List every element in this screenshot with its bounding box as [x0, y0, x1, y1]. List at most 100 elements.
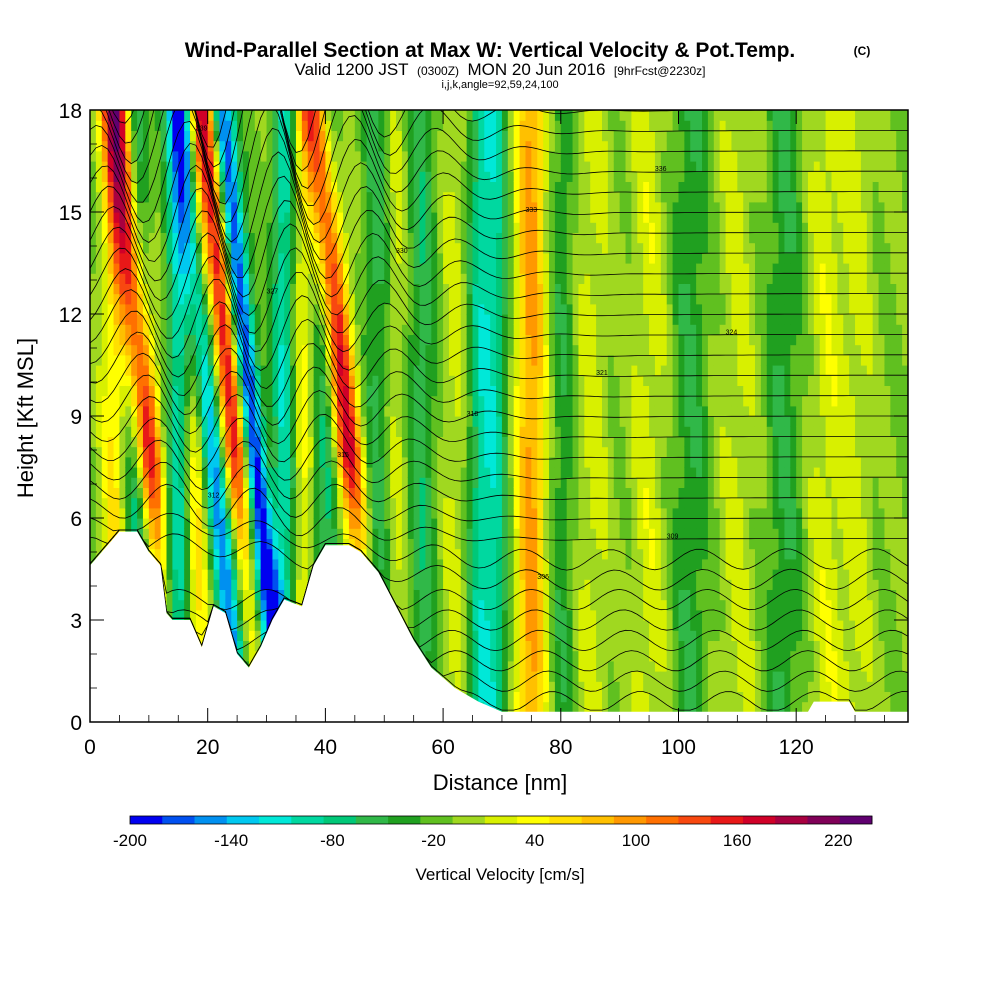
heatmap-cell [554, 161, 562, 172]
heatmap-cell [372, 416, 379, 427]
heatmap-cell [148, 161, 156, 172]
heatmap-cell [472, 273, 479, 284]
heatmap-cell [443, 487, 450, 499]
heatmap-cell [531, 507, 538, 519]
heatmap-cell [184, 569, 191, 580]
heatmap-cell [413, 446, 421, 458]
heatmap-cell [401, 130, 409, 142]
heatmap-cell [549, 242, 556, 254]
heatmap-cell [360, 191, 368, 203]
heatmap-cell [443, 538, 450, 550]
heatmap-cell [496, 232, 503, 244]
heatmap-cell [131, 191, 138, 203]
heatmap-cell [354, 110, 362, 121]
heatmap-cell [131, 314, 138, 325]
heatmap-cell [178, 579, 185, 590]
heatmap-cell [525, 477, 532, 488]
heatmap-cell [460, 416, 468, 427]
heatmap-cell [472, 120, 479, 131]
heatmap-cell [437, 293, 444, 305]
heatmap-cell [154, 497, 162, 509]
heatmap-cell [437, 365, 444, 376]
heatmap-cell [478, 507, 485, 519]
heatmap-cell [201, 467, 209, 478]
heatmap-cell [566, 334, 574, 346]
heatmap-cell [243, 528, 250, 539]
heatmap-cell [248, 467, 256, 478]
heatmap-cell [201, 130, 209, 142]
heatmap-cell [284, 416, 291, 427]
heatmap-cell [396, 456, 403, 468]
heatmap-cell [460, 303, 468, 315]
heatmap-cell [472, 569, 479, 580]
heatmap-cell [148, 181, 156, 193]
heatmap-cell [472, 660, 479, 672]
heatmap-cell [148, 344, 156, 356]
heatmap-cell [243, 446, 250, 458]
heatmap-cell [272, 130, 279, 142]
heatmap-cell [178, 263, 185, 274]
heatmap-cell [125, 263, 132, 274]
heatmap-cell [560, 150, 568, 162]
heatmap-cell [454, 640, 462, 652]
heatmap-cell [501, 548, 509, 560]
heatmap-cell [325, 467, 332, 478]
subtitle-zulu: (0300Z) [417, 64, 459, 78]
heatmap-cell [307, 150, 315, 162]
heatmap-cell [260, 344, 268, 356]
heatmap-cell [572, 161, 580, 172]
heatmap-cell [549, 334, 556, 346]
heatmap-cell [313, 426, 321, 437]
heatmap-cell [560, 416, 568, 427]
heatmap-cell [354, 181, 362, 193]
heatmap-cell [396, 426, 403, 437]
heatmap-cell [413, 171, 421, 182]
heatmap-cell [431, 242, 438, 254]
heatmap-cell [119, 120, 126, 131]
heatmap-cell [319, 467, 326, 478]
heatmap-cell [466, 589, 474, 601]
heatmap-cell [101, 477, 109, 488]
heatmap-cell [213, 456, 221, 468]
heatmap-cell [513, 497, 521, 509]
heatmap-cell [566, 620, 574, 631]
heatmap-cell [484, 191, 491, 203]
heatmap-cell [125, 416, 132, 427]
heatmap-cell [254, 303, 262, 315]
heatmap-cell [166, 201, 173, 213]
heatmap-cell [537, 426, 544, 437]
heatmap-cell [201, 569, 209, 580]
heatmap-cell [178, 456, 185, 468]
heatmap-cell [125, 385, 132, 397]
heatmap-cell [396, 395, 403, 407]
heatmap-cell [478, 140, 485, 152]
heatmap-cell [213, 252, 221, 264]
heatmap-cell [295, 242, 303, 254]
heatmap-cell [154, 477, 162, 488]
heatmap-cell [554, 252, 562, 264]
heatmap-cell [572, 314, 580, 325]
heatmap-cell [260, 507, 268, 519]
heatmap-cell [260, 497, 268, 509]
heatmap-cell [107, 518, 115, 529]
heatmap-cell [490, 436, 497, 448]
heatmap-cell [137, 171, 144, 182]
heatmap-cell [160, 395, 168, 407]
heatmap-cell [413, 140, 421, 152]
heatmap-cell [319, 110, 326, 121]
heatmap-cell [454, 242, 462, 254]
heatmap-cell [472, 681, 479, 692]
heatmap-cell [319, 405, 326, 417]
heatmap-cell [543, 630, 550, 641]
heatmap-cell [378, 242, 385, 254]
heatmap-cell [496, 660, 503, 672]
heatmap-cell [537, 681, 544, 692]
heatmap-cell [137, 405, 144, 417]
heatmap-cell [125, 161, 132, 172]
heatmap-cell [219, 507, 226, 519]
heatmap-cell [560, 630, 568, 641]
heatmap-cell [331, 426, 338, 437]
heatmap-cell [119, 140, 126, 152]
heatmap-cell [496, 344, 503, 356]
heatmap-cell [401, 569, 409, 580]
